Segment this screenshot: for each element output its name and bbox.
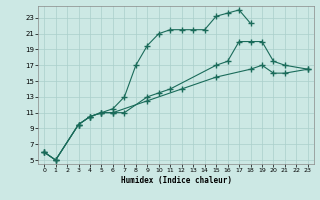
X-axis label: Humidex (Indice chaleur): Humidex (Indice chaleur) xyxy=(121,176,231,185)
